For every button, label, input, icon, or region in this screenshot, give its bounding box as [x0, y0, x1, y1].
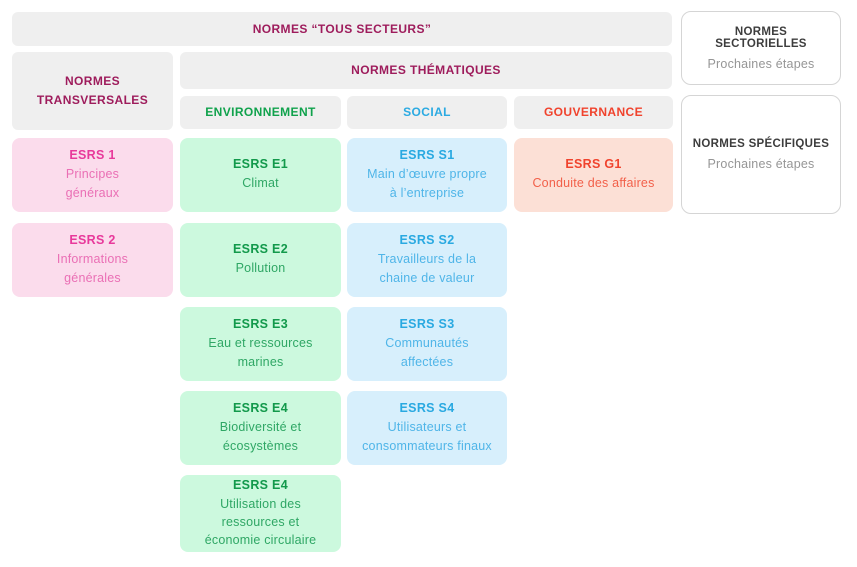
card-esrs-2: ESRS 2 Informations générales: [12, 223, 173, 297]
card-esrs-s1-code: ESRS S1: [399, 148, 455, 163]
card-esrs-1: ESRS 1 Principes généraux: [12, 138, 173, 212]
column-header-social: SOCIAL: [347, 96, 507, 129]
card-esrs-e1-label: Climat: [242, 176, 279, 191]
card-esrs-s4-label: Utilisateurs et consommateurs finaux: [362, 420, 492, 453]
card-esrs-s3: ESRS S3 Communautés affectées: [347, 307, 507, 381]
card-esrs-e4-biodiversite: ESRS E4 Biodiversité et écosystèmes: [180, 391, 341, 465]
card-esrs-s4-code: ESRS S4: [399, 401, 455, 416]
column-header-gouvernance-label: GOUVERNANCE: [543, 105, 644, 120]
specific-norms-title: NORMES SPÉCIFIQUES: [692, 138, 830, 150]
column-header-environnement: ENVIRONNEMENT: [180, 96, 341, 129]
sectorial-norms-box: NORMES SECTORIELLES Prochaines étapes: [681, 11, 841, 85]
card-esrs-s2-label: Travailleurs de la chaine de valeur: [377, 252, 477, 285]
card-esrs-e3-code: ESRS E3: [233, 317, 288, 332]
all-sectors-header-label: NORMES “TOUS SECTEURS”: [252, 21, 432, 36]
transversal-header-label: NORMES TRANSVERSALES: [36, 74, 149, 107]
column-header-gouvernance: GOUVERNANCE: [514, 96, 673, 129]
specific-norms-subtitle: Prochaines étapes: [707, 157, 815, 171]
column-header-environnement-label: ENVIRONNEMENT: [205, 105, 316, 120]
card-esrs-e4-biodiversite-label: Biodiversité et écosystèmes: [219, 420, 302, 453]
card-esrs-1-code: ESRS 1: [69, 148, 116, 163]
card-esrs-s3-code: ESRS S3: [399, 317, 455, 332]
card-esrs-e2-code: ESRS E2: [233, 242, 288, 257]
card-esrs-e3: ESRS E3 Eau et ressources marines: [180, 307, 341, 381]
card-esrs-s1-label: Main d’œuvre propre à l’entreprise: [367, 167, 487, 200]
sectorial-norms-subtitle: Prochaines étapes: [707, 56, 815, 71]
card-esrs-e2: ESRS E2 Pollution: [180, 223, 341, 297]
card-esrs-g1-code: ESRS G1: [565, 157, 622, 172]
all-sectors-header: NORMES “TOUS SECTEURS”: [12, 12, 672, 46]
card-esrs-s4: ESRS S4 Utilisateurs et consommateurs fi…: [347, 391, 507, 465]
card-esrs-e3-label: Eau et ressources marines: [208, 336, 313, 369]
card-esrs-e4-ressources-label: Utilisation des ressources et économie c…: [204, 496, 317, 548]
card-esrs-g1: ESRS G1 Conduite des affaires: [514, 138, 673, 212]
card-esrs-1-label: Principes généraux: [65, 167, 120, 200]
thematic-header: NORMES THÉMATIQUES: [180, 52, 672, 89]
card-esrs-s1: ESRS S1 Main d’œuvre propre à l’entrepri…: [347, 138, 507, 212]
thematic-header-label: NORMES THÉMATIQUES: [351, 63, 501, 78]
specific-norms-box: NORMES SPÉCIFIQUES Prochaines étapes: [681, 95, 841, 214]
card-esrs-e4-biodiversite-code: ESRS E4: [233, 401, 288, 416]
card-esrs-e4-ressources-code: ESRS E4: [233, 477, 288, 492]
card-esrs-e2-label: Pollution: [235, 261, 286, 276]
card-esrs-e1: ESRS E1 Climat: [180, 138, 341, 212]
column-header-social-label: SOCIAL: [403, 105, 451, 120]
card-esrs-g1-label: Conduite des affaires: [532, 176, 655, 191]
card-esrs-2-code: ESRS 2: [69, 233, 116, 248]
card-esrs-s3-label: Communautés affectées: [385, 336, 469, 369]
card-esrs-e4-ressources: ESRS E4 Utilisation des ressources et éc…: [180, 475, 341, 552]
card-esrs-2-label: Informations générales: [56, 252, 129, 285]
transversal-header: NORMES TRANSVERSALES: [12, 52, 173, 130]
card-esrs-s2-code: ESRS S2: [399, 233, 455, 248]
sectorial-norms-title: NORMES SECTORIELLES: [715, 25, 807, 50]
card-esrs-s2: ESRS S2 Travailleurs de la chaine de val…: [347, 223, 507, 297]
card-esrs-e1-code: ESRS E1: [233, 157, 288, 172]
